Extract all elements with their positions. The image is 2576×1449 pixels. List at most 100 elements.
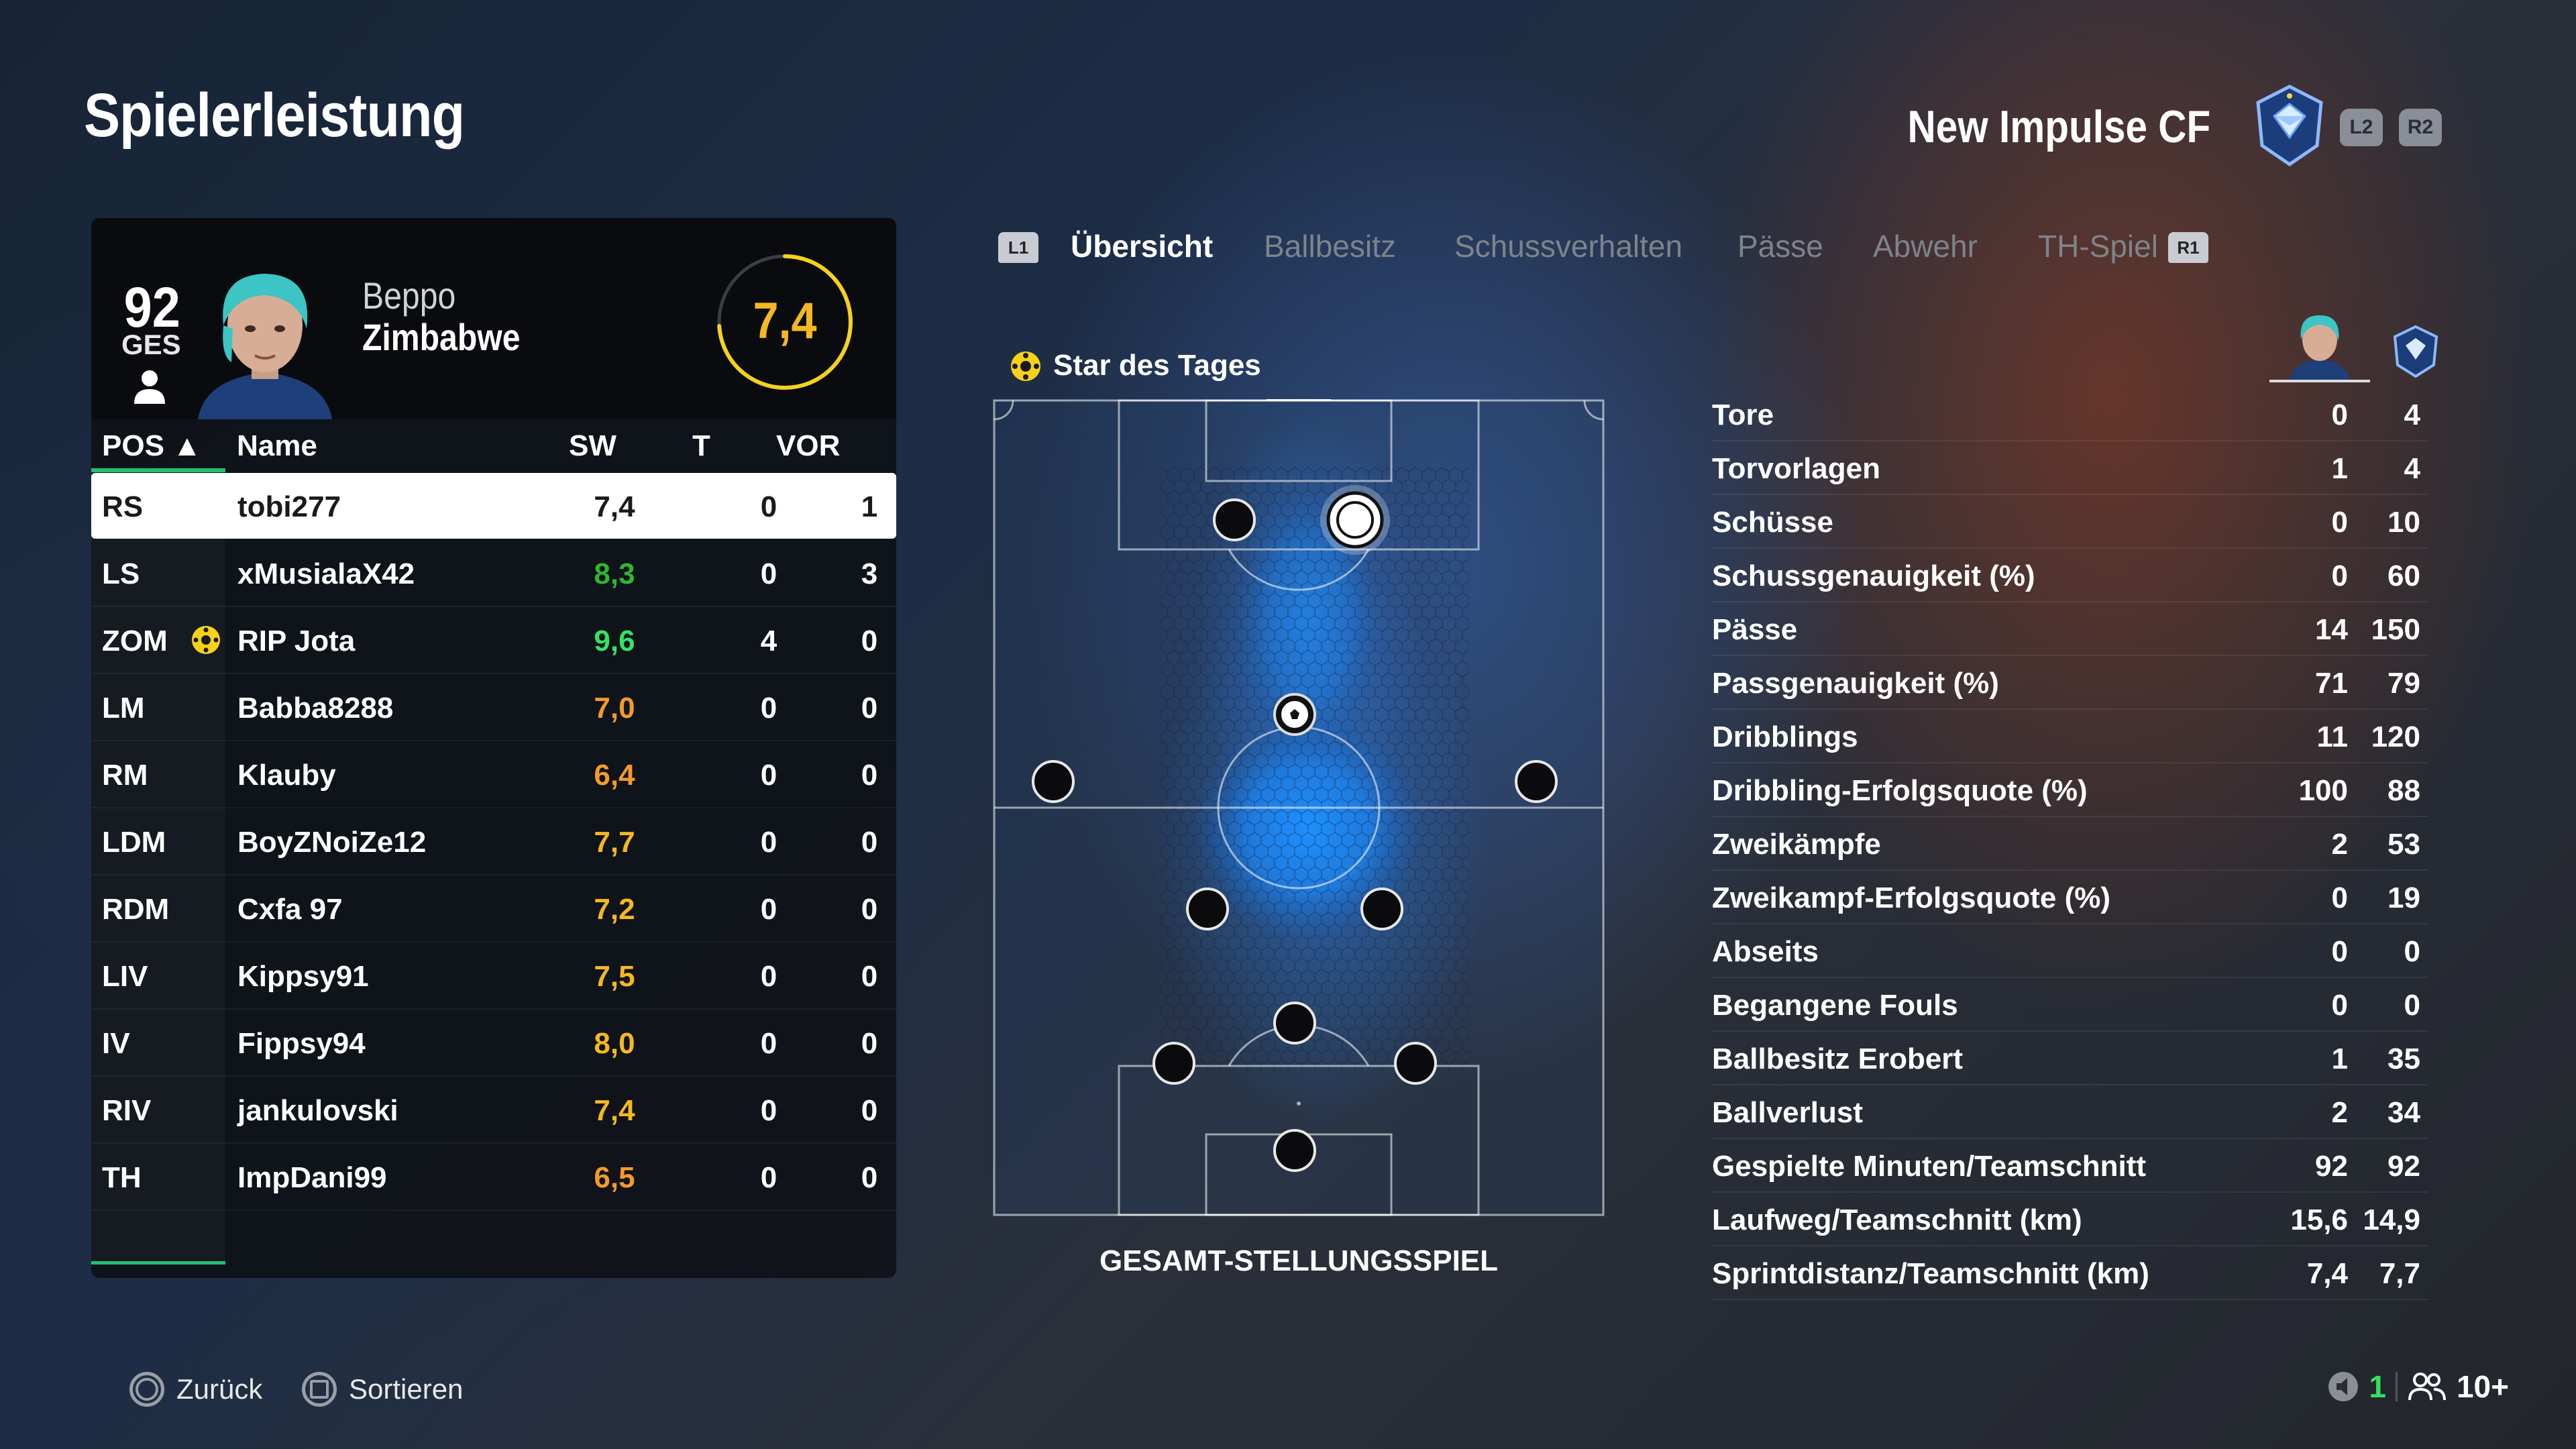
stat-label: Pässe [1712, 613, 1798, 646]
row-position: RDM [102, 893, 170, 926]
stat-player-value: 7,4 [2306, 1257, 2348, 1290]
match-rating-ring [717, 254, 853, 390]
table-row[interactable]: LDM BoyZNoiZe12 7,7 0 0 [91, 808, 896, 875]
speaker-count: 1 [2369, 1369, 2386, 1404]
back-action[interactable]: Zurück [129, 1372, 262, 1407]
player-marker [1360, 888, 1403, 930]
star-of-day-label: Star des Tages [1053, 349, 1261, 382]
stat-team-value: 4 [2404, 452, 2420, 485]
stat-team-value: 120 [2371, 720, 2420, 753]
row-position: LDM [102, 826, 166, 859]
row-assists: 0 [861, 826, 878, 859]
stat-team-value: 88 [2387, 774, 2420, 807]
stat-label: Schüsse [1712, 506, 1833, 539]
separator [2395, 1372, 2398, 1401]
row-assists: 0 [861, 960, 878, 993]
l2-button[interactable]: L2 [2340, 109, 2383, 146]
table-row[interactable]: ZOM RIP Jota 9,6 4 0 [91, 607, 896, 674]
row-player-name: ImpDani99 [237, 1161, 387, 1194]
table-row[interactable]: LM Babba8288 7,0 0 0 [91, 674, 896, 741]
col-header-vor[interactable]: VOR [776, 429, 841, 462]
stat-team-value: 7,7 [2379, 1257, 2420, 1290]
speaker-muted-icon [2328, 1372, 2359, 1401]
row-assists: 1 [861, 490, 878, 523]
tab-overview[interactable]: Übersicht [1071, 229, 1214, 264]
stat-player-value: 15,6 [2290, 1203, 2348, 1236]
stat-label: Passgenauigkeit (%) [1712, 667, 1999, 700]
stat-player-value: 14 [2315, 613, 2348, 646]
stat-row: Schüsse 0 10 [1712, 495, 2428, 549]
star-player-marker [1273, 693, 1316, 736]
table-row[interactable]: LS xMusialaX42 8,3 0 3 [91, 540, 896, 607]
stat-row: Gespielte Minuten/Teamschnitt 92 92 [1712, 1139, 2428, 1193]
team-mini-crest-icon [2393, 325, 2438, 378]
sort-action[interactable]: Sortieren [302, 1372, 463, 1407]
row-assists: 0 [861, 759, 878, 792]
sort-indicator [91, 468, 225, 472]
player-avatar [198, 274, 332, 419]
lobby-status: 1 10+ [2327, 1368, 2509, 1405]
row-rating: 7,0 [594, 692, 635, 724]
col-header-name[interactable]: Name [237, 429, 317, 462]
stat-label: Laufweg/Teamschnitt (km) [1712, 1203, 2082, 1236]
row-assists: 0 [861, 692, 878, 724]
row-rating: 7,5 [594, 960, 635, 993]
row-assists: 0 [861, 893, 878, 926]
row-assists: 0 [861, 1161, 878, 1194]
col-header-sw[interactable]: SW [569, 429, 616, 462]
tab-defense[interactable]: Abwehr [1873, 229, 1978, 264]
row-goals: 0 [760, 1094, 777, 1127]
tab-shooting[interactable]: Schussverhalten [1454, 229, 1683, 264]
tab-possession[interactable]: Ballbesitz [1264, 229, 1396, 264]
row-player-name: RIP Jota [237, 625, 356, 657]
col-header-t[interactable]: T [692, 429, 710, 462]
r1-button[interactable]: R1 [2168, 232, 2208, 263]
l1-button[interactable]: L1 [998, 232, 1038, 263]
row-assists: 0 [861, 625, 878, 657]
tab-passing[interactable]: Pässe [1737, 229, 1823, 264]
row-position: RIV [102, 1094, 152, 1127]
row-player-name: Babba8288 [237, 692, 394, 724]
row-position: RM [102, 759, 148, 792]
row-position: RS [102, 490, 144, 523]
table-row[interactable]: TH ImpDani99 6,5 0 0 [91, 1144, 896, 1211]
tab-goalkeeping[interactable]: TH-Spiel [2038, 229, 2158, 264]
stat-label: Ballverlust [1712, 1096, 1863, 1129]
stat-row: Abseits 0 0 [1712, 924, 2428, 978]
club-name: New Impulse CF [1907, 101, 2210, 152]
table-row[interactable]: RDM Cxfa 97 7,2 0 0 [91, 875, 896, 943]
row-position: LS [102, 557, 140, 590]
stat-label: Gespielte Minuten/Teamschnitt [1712, 1150, 2147, 1183]
player-last-name: Zimbabwe [362, 316, 521, 358]
stat-team-value: 0 [2404, 989, 2420, 1022]
stat-player-value: 0 [2331, 559, 2348, 592]
player-marker [1273, 1129, 1316, 1172]
stat-team-value: 150 [2371, 613, 2420, 646]
stat-player-value: 1 [2331, 452, 2348, 485]
r2-button[interactable]: R2 [2399, 109, 2442, 146]
row-player-name: Kippsy91 [237, 960, 369, 993]
stat-label: Dribbling-Erfolgsquote (%) [1712, 774, 2088, 807]
row-player-name: tobi277 [237, 490, 341, 523]
table-row[interactable]: RIV jankulovski 7,4 0 0 [91, 1077, 896, 1144]
stat-label: Ballbesitz Erobert [1712, 1042, 1964, 1075]
stat-team-value: 14,9 [2363, 1203, 2420, 1236]
stat-team-value: 19 [2387, 881, 2420, 914]
stat-player-value: 0 [2331, 398, 2348, 431]
table-row[interactable]: LIV Kippsy91 7,5 0 0 [91, 943, 896, 1010]
row-player-name: BoyZNoiZe12 [237, 826, 427, 859]
stat-label: Zweikampf-Erfolgsquote (%) [1712, 881, 2111, 914]
overall-label: GES [121, 329, 181, 360]
table-row[interactable]: RS tobi277 7,4 0 1 [91, 473, 896, 539]
stat-row: Passgenauigkeit (%) 71 79 [1712, 656, 2428, 710]
row-rating: 6,4 [594, 759, 635, 792]
player-marker [1515, 760, 1558, 803]
player-marker [1273, 1002, 1316, 1044]
table-row[interactable]: IV Fippsy94 8,0 0 0 [91, 1010, 896, 1077]
stat-label: Abseits [1712, 935, 1819, 968]
table-row[interactable]: RM Klauby 6,4 0 0 [91, 741, 896, 808]
player-column-indicator [2269, 380, 2370, 382]
col-header-pos[interactable]: POS ▲ [102, 429, 202, 462]
row-rating: 7,7 [594, 826, 635, 859]
player-marker [1394, 1042, 1437, 1085]
